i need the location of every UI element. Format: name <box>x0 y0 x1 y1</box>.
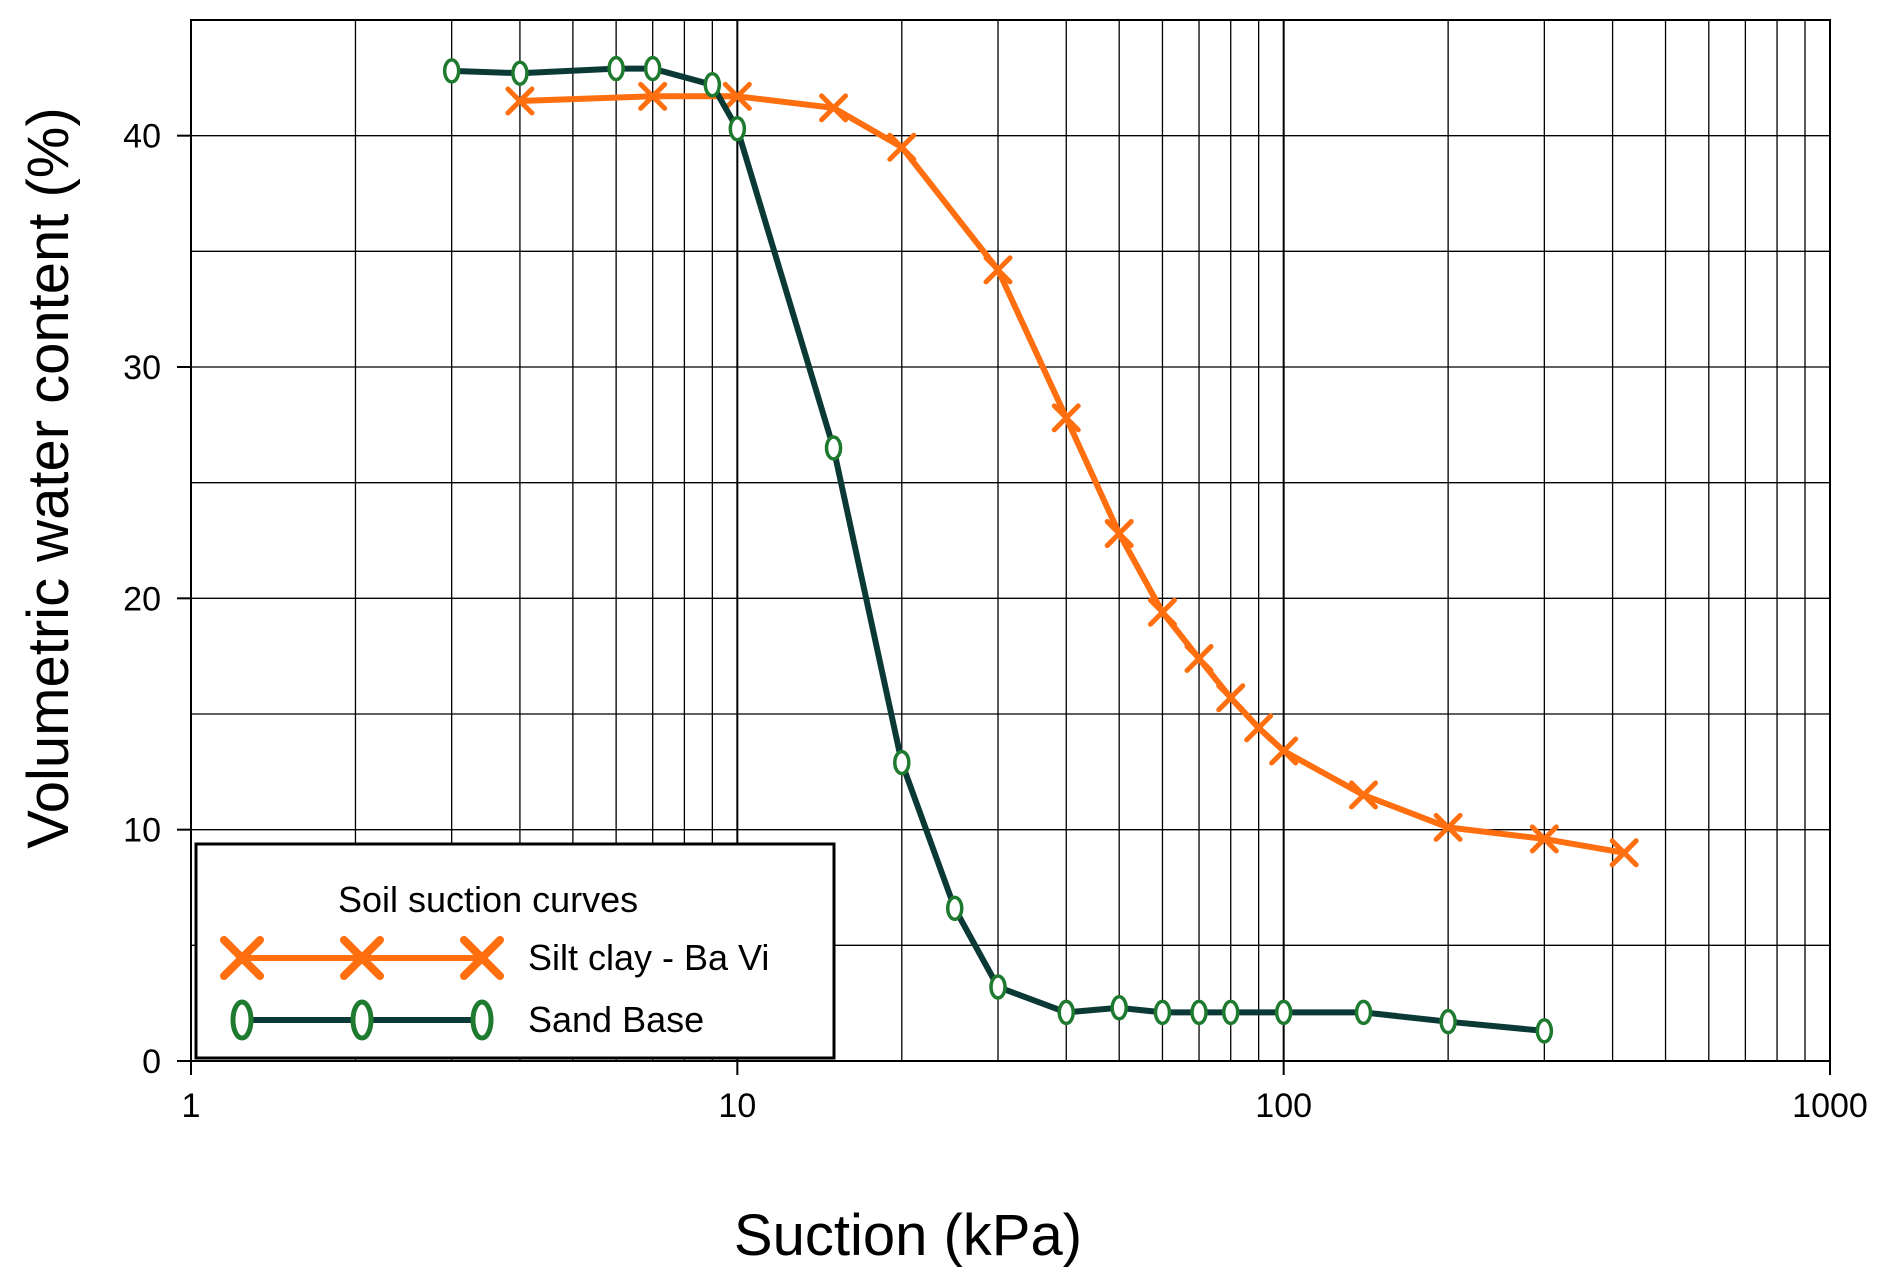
x-marker-stroke <box>1147 597 1177 627</box>
x-marker <box>722 81 752 111</box>
x-marker <box>819 93 849 123</box>
x-marker <box>638 81 668 111</box>
y-tick-label: 20 <box>123 580 161 618</box>
x-marker-stroke <box>340 936 384 980</box>
x-marker-stroke <box>887 132 917 162</box>
x-marker-stroke <box>722 81 752 111</box>
x-marker-stroke <box>505 86 535 116</box>
x-marker <box>1433 812 1463 842</box>
o-marker <box>893 749 911 776</box>
legend-entry: Sand Base <box>230 999 704 1041</box>
x-marker-stroke <box>220 936 264 980</box>
x-tick-label: 1000 <box>1792 1087 1868 1125</box>
legend-entry: Silt clay - Ba Vi <box>220 936 769 980</box>
y-axis-title: Volumetric water content (%) <box>16 107 81 848</box>
x-marker <box>1349 780 1379 810</box>
grid-layer <box>191 20 1830 1061</box>
x-tick-label: 100 <box>1255 1087 1312 1125</box>
o-marker <box>607 55 625 82</box>
series-1 <box>505 81 1639 868</box>
legend: Soil suction curves Silt clay - Ba Vi San… <box>194 842 836 1060</box>
series-2 <box>442 55 1554 1044</box>
legend-title: Soil suction curves <box>338 879 638 920</box>
plot-frame <box>190 19 1831 1062</box>
x-marker-stroke <box>460 936 504 980</box>
o-marker <box>824 435 843 461</box>
x-marker <box>1529 824 1559 854</box>
o-marker <box>1153 999 1172 1026</box>
o-marker <box>1354 999 1373 1026</box>
x-marker <box>983 255 1013 285</box>
x-marker <box>1269 736 1299 766</box>
o-marker <box>1439 1008 1457 1035</box>
x-marker <box>1147 597 1177 627</box>
x-marker-stroke <box>1244 713 1274 743</box>
legend-label: Sand Base <box>528 999 704 1040</box>
x-marker <box>460 936 504 980</box>
o-marker <box>230 999 254 1041</box>
series-line <box>519 93 1625 856</box>
x-marker-stroke <box>1216 683 1246 713</box>
x-marker-stroke <box>983 255 1013 285</box>
x-tick-label: 10 <box>718 1087 756 1125</box>
o-marker <box>1274 999 1293 1026</box>
x-marker <box>505 86 535 116</box>
x-marker <box>1216 683 1246 713</box>
tick-labels: 1 10 100 1000 0 10 20 30 40 <box>123 118 1868 1125</box>
x-marker <box>1104 519 1134 549</box>
x-marker <box>887 132 917 162</box>
o-marker <box>442 58 461 84</box>
o-marker <box>1190 999 1208 1026</box>
o-marker <box>1110 995 1128 1021</box>
x-marker <box>1609 838 1639 868</box>
x-marker-stroke <box>1609 838 1639 868</box>
y-tick-label: 10 <box>123 812 161 850</box>
o-marker <box>470 999 494 1041</box>
o-marker <box>945 895 964 922</box>
legend-entries: Silt clay - Ba Vi Sand Base <box>220 936 769 1041</box>
y-tick-label: 30 <box>123 349 161 387</box>
x-tick-label: 1 <box>182 1087 201 1125</box>
x-marker-stroke <box>1349 780 1379 810</box>
o-marker <box>989 974 1007 1000</box>
x-marker <box>340 936 384 980</box>
x-marker-stroke <box>1051 403 1081 433</box>
legend-label: Silt clay - Ba Vi <box>528 937 769 978</box>
x-marker-stroke <box>1184 643 1214 673</box>
x-marker <box>1184 643 1214 673</box>
x-marker <box>1244 713 1274 743</box>
series-layer <box>442 55 1639 1044</box>
y-tick-label: 40 <box>123 118 161 156</box>
x-marker-stroke <box>1529 824 1559 854</box>
x-marker-stroke <box>638 81 668 111</box>
o-marker <box>350 999 374 1041</box>
x-marker-stroke <box>1269 736 1299 766</box>
x-marker-stroke <box>1104 519 1134 549</box>
y-tick-label: 0 <box>142 1043 161 1081</box>
x-marker <box>220 936 264 980</box>
o-marker <box>1535 1018 1554 1044</box>
x-axis-title: Suction (kPa) <box>734 1203 1082 1268</box>
x-marker-stroke <box>819 93 849 123</box>
o-marker <box>703 72 722 98</box>
o-marker <box>728 115 747 142</box>
o-marker <box>643 55 662 82</box>
o-marker <box>511 60 529 86</box>
x-marker-stroke <box>1433 812 1463 842</box>
x-marker <box>1051 403 1081 433</box>
o-marker <box>1221 999 1240 1026</box>
o-marker <box>1057 999 1076 1026</box>
